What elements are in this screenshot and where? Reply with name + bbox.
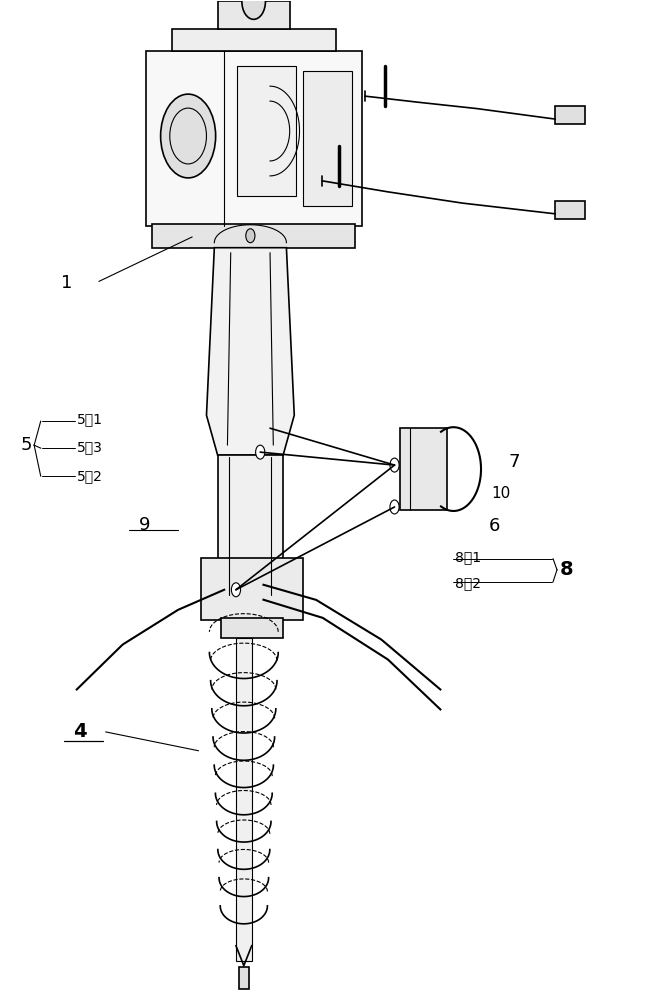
Circle shape: [255, 445, 265, 459]
Bar: [303, 71, 352, 206]
Bar: [218, 1, 290, 29]
Bar: [555, 201, 584, 219]
Text: 4: 4: [73, 722, 87, 741]
Circle shape: [390, 458, 399, 472]
Text: 8．2: 8．2: [455, 576, 481, 590]
Bar: [555, 106, 584, 124]
Bar: [400, 428, 447, 510]
Text: 8．1: 8．1: [455, 550, 481, 564]
Text: 5．3: 5．3: [77, 440, 103, 454]
Circle shape: [242, 0, 265, 19]
Text: 9: 9: [138, 516, 150, 534]
Text: 10: 10: [491, 486, 511, 501]
Circle shape: [161, 94, 216, 178]
Bar: [221, 618, 283, 638]
Text: 5．2: 5．2: [77, 469, 103, 483]
Bar: [218, 455, 283, 605]
Text: 6: 6: [488, 517, 500, 535]
Bar: [152, 224, 355, 248]
Text: 5: 5: [20, 436, 32, 454]
Text: 5．1: 5．1: [77, 412, 103, 426]
Text: 1: 1: [61, 274, 72, 292]
Bar: [201, 558, 303, 620]
Circle shape: [246, 229, 255, 243]
Bar: [172, 29, 336, 51]
Polygon shape: [207, 248, 294, 455]
Circle shape: [390, 500, 399, 514]
Circle shape: [232, 583, 241, 597]
Bar: [236, 638, 251, 961]
Text: 8: 8: [559, 560, 573, 579]
Bar: [238, 66, 296, 196]
Text: 7: 7: [508, 453, 520, 471]
Bar: [145, 51, 362, 226]
Bar: [239, 967, 249, 989]
